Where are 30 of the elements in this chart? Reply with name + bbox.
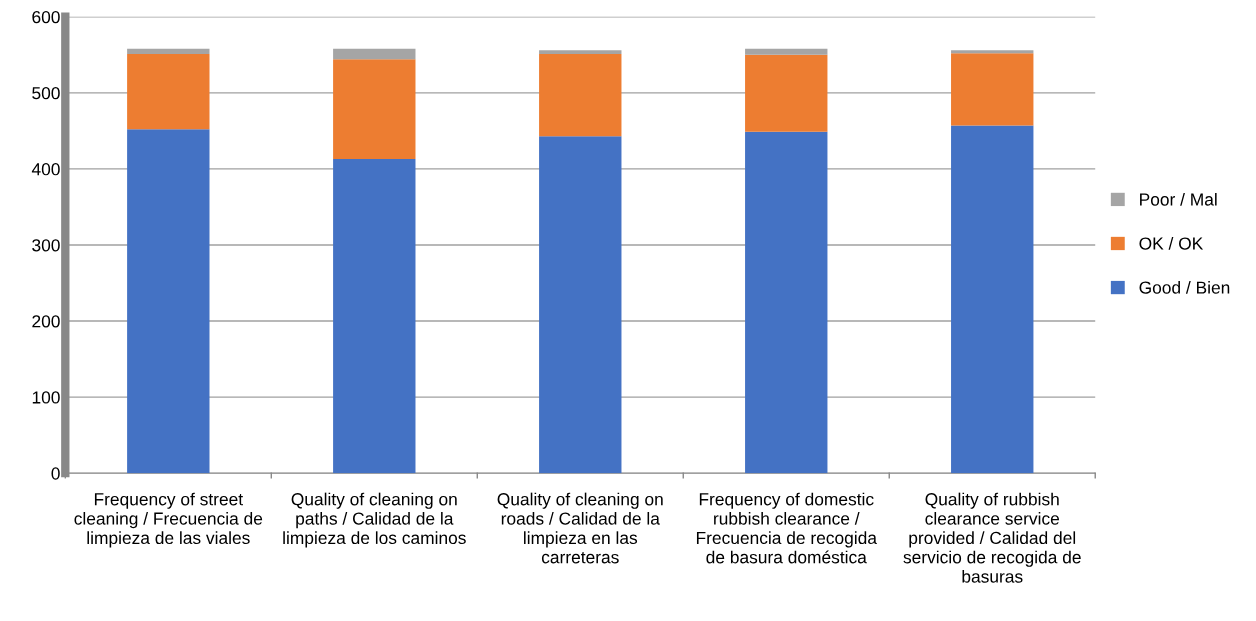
y-tick-label: 400 [31,163,60,176]
bar [333,48,416,60]
y-tick-label: 300 [32,239,60,252]
bar [745,48,828,55]
bar [333,59,416,160]
legend-label: OK / OK [1139,236,1204,250]
bar [539,136,622,474]
x-tick-label: Frequency of domestic rubbish clearance / Frecuencia de recogida de basura doméstica [696,492,877,564]
bar [951,125,1034,474]
bar [333,159,416,474]
bar [127,48,210,55]
y-tick-label: 100 [32,391,60,404]
bar [951,50,1034,54]
y-tick-label: 600 [32,10,60,24]
bar [127,54,210,130]
bar [745,54,828,132]
bar [127,129,210,474]
x-tick-label: Quality of rubbish clearance service provided / Calidad del servicio de recogida de basuras [903,492,1081,583]
bar [951,53,1034,126]
bar [539,50,622,55]
x-tick-label: Quality of cleaning on roads / Calidad de la limpieza en las carreteras [497,492,663,564]
bar [745,131,828,474]
y-tick-label: 500 [32,87,60,100]
y-tick-label: 200 [32,315,60,328]
legend-label: Good / Bien [1139,280,1230,294]
x-tick-label: Quality of cleaning on paths / Calidad de la limpieza de los caminos [283,492,466,548]
bar [539,54,622,137]
legend-label: Poor / Mal [1140,192,1217,206]
x-tick-label: Frequency of street cleaning / Frecuencia de limpieza de las viales [74,492,263,548]
y-tick-label: 0 [51,467,60,480]
